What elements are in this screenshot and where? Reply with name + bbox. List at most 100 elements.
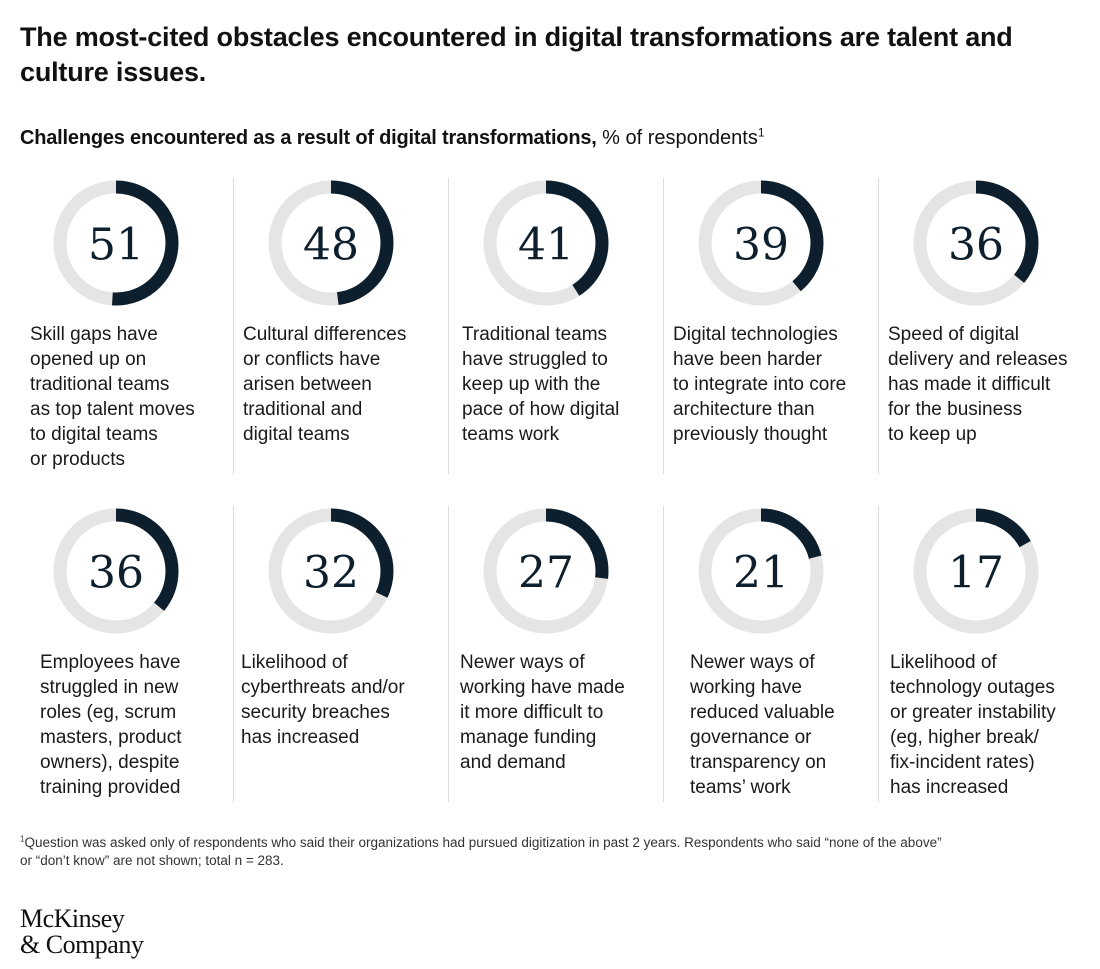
challenge-card: 39 Digital technologies have been harder to… (665, 178, 880, 478)
donut-chart: 51 (53, 180, 179, 306)
challenge-label-line: Newer ways of (690, 652, 815, 673)
challenge-label-line: working have (690, 677, 802, 698)
chart-row-2: 36 Employees have struggled in new roles (e… (20, 506, 1080, 806)
challenge-label-line: Likelihood of (890, 652, 997, 673)
challenge-label-line: roles (eg, scrum (40, 702, 177, 723)
column-divider (448, 178, 449, 474)
challenge-label: Digital technologies have been harder to i… (673, 322, 846, 447)
donut-chart: 27 (483, 508, 609, 634)
challenge-label-line: teams’ work (690, 777, 791, 798)
challenge-label-line: it more difficult to (460, 702, 604, 723)
challenge-label-line: working have made (460, 677, 625, 698)
challenge-label-line: have been harder (673, 349, 822, 370)
donut-value-arc (483, 508, 609, 634)
chart-title: The most-cited obstacles encountered in … (20, 22, 1013, 87)
challenge-label-line: opened up on (30, 349, 147, 370)
donut-value-label: 27 (518, 548, 574, 599)
donut-chart: 17 (913, 508, 1039, 634)
challenge-label-line: traditional and (243, 399, 363, 420)
challenge-label-line: training provided (40, 777, 181, 798)
challenge-card: 36 Employees have struggled in new roles (e… (20, 506, 235, 806)
challenge-label-line: owners), despite (40, 752, 180, 773)
donut-value-arc (268, 180, 394, 306)
chart-row-1: 51 Skill gaps have opened up on traditional… (20, 178, 1080, 478)
challenge-label: Newer ways of working have made it more di… (460, 650, 625, 775)
donut-chart: 36 (913, 180, 1039, 306)
challenge-label-line: as top talent moves (30, 399, 195, 420)
subtitle-bold: Challenges encountered as a result of di… (20, 127, 597, 149)
challenge-card: 36 Speed of digital delivery and releases h… (880, 178, 1095, 478)
challenge-label-line: arisen between (243, 374, 372, 395)
donut-value-arc (268, 508, 394, 634)
donut-value-label: 32 (303, 548, 359, 599)
challenge-label-line: cyberthreats and/or (241, 677, 405, 698)
challenge-label: Employees have struggled in new roles (eg,… (40, 650, 182, 800)
challenge-label-line: has increased (241, 727, 360, 748)
donut-value-label: 48 (303, 220, 359, 271)
challenge-label-line: Skill gaps have (30, 324, 158, 345)
donut-chart: 32 (268, 508, 394, 634)
challenge-card: 21 Newer ways of working have reduced valua… (665, 506, 880, 806)
challenge-label-line: Speed of digital (888, 324, 1019, 345)
donut-value-arc (698, 508, 824, 634)
challenge-label-line: manage funding (460, 727, 597, 748)
challenge-label-line: governance or (690, 727, 812, 748)
column-divider (233, 506, 234, 802)
challenge-label: Newer ways of working have reduced valuabl… (690, 650, 835, 800)
challenge-label-line: architecture than (673, 399, 815, 420)
challenge-label: Speed of digital delivery and releases has… (888, 322, 1068, 447)
column-divider (878, 178, 879, 474)
challenge-label: Cultural differences or conflicts have ari… (243, 322, 406, 447)
challenge-label: Skill gaps have opened up on traditional t… (30, 322, 195, 472)
donut-value-arc (53, 508, 179, 634)
column-divider (663, 178, 664, 474)
challenge-label-line: technology outages (890, 677, 1055, 698)
challenge-label-line: security breaches (241, 702, 390, 723)
challenge-label-line: Traditional teams (462, 324, 608, 345)
challenge-label-line: Employees have (40, 652, 181, 673)
challenge-label-line: to integrate into core (673, 374, 847, 395)
donut-value-label: 39 (733, 220, 789, 271)
challenge-label-line: has made it difficult (888, 374, 1051, 395)
challenge-label-line: has increased (890, 777, 1009, 798)
column-divider (663, 506, 664, 802)
challenge-label-line: to digital teams (30, 424, 158, 445)
subtitle-note-marker: 1 (757, 125, 765, 140)
logo-line-2: & Company (20, 930, 144, 959)
challenge-label-line: transparency on (690, 752, 827, 773)
donut-chart: 21 (698, 508, 824, 634)
challenge-card: 17 Likelihood of technology outages or grea… (880, 506, 1095, 806)
challenge-label-line: previously thought (673, 424, 828, 445)
donut-value-label: 51 (88, 220, 144, 271)
donut-chart: 41 (483, 180, 609, 306)
footnote-line-2: or “don’t know” are not shown; total n =… (20, 853, 284, 868)
donut-value-label: 41 (518, 220, 574, 271)
challenge-label-line: delivery and releases (888, 349, 1068, 370)
donut-chart: 48 (268, 180, 394, 306)
donut-value-label: 36 (948, 220, 1004, 271)
donut-value-label: 36 (88, 548, 144, 599)
challenge-label: Likelihood of technology outages or greate… (890, 650, 1056, 800)
donut-value-arc (913, 180, 1039, 306)
column-divider (878, 506, 879, 802)
donut-value-arc (483, 180, 609, 306)
challenge-label-line: for the business (888, 399, 1023, 420)
challenge-label-line: Newer ways of (460, 652, 585, 673)
logo-line-1: McKinsey (20, 904, 125, 933)
column-divider (233, 178, 234, 474)
subtitle-unit: % of respondents (596, 127, 758, 149)
challenge-card: 27 Newer ways of working have made it more … (450, 506, 665, 806)
donut-value-label: 21 (733, 548, 789, 599)
challenge-label-line: digital teams (243, 424, 350, 445)
challenge-label-line: (eg, higher break/ (890, 727, 1039, 748)
challenge-label-line: Cultural differences (243, 324, 407, 345)
challenge-label-line: masters, product (40, 727, 182, 748)
donut-value-arc (698, 180, 824, 306)
challenge-label-line: or greater instability (890, 702, 1056, 723)
donut-chart: 36 (53, 508, 179, 634)
donut-value-arc (913, 508, 1039, 634)
challenge-label: Traditional teams have struggled to keep u… (462, 322, 619, 447)
challenge-card: 41 Traditional teams have struggled to keep… (450, 178, 665, 478)
mckinsey-logo: McKinsey & Company (20, 906, 240, 958)
column-divider (448, 506, 449, 802)
